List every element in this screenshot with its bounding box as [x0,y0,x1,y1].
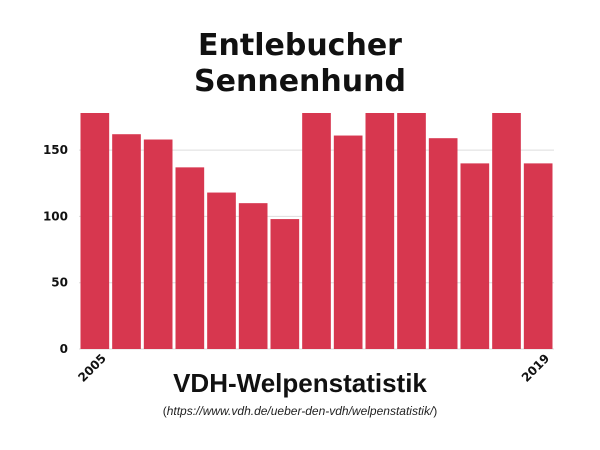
y-tick-label-50: 50 [51,276,68,290]
bar-2006 [112,134,141,349]
bar-2009 [207,192,236,349]
bar-2007 [143,139,173,349]
chart-title-line-2: Sennenhund [194,64,406,99]
bar-2010 [238,203,268,349]
chart-title: Entlebucher Sennenhund [0,28,600,100]
source-paren-open: ( [162,404,167,418]
bar-2005 [80,113,110,349]
chart-title-line-1: Entlebucher [198,28,402,63]
y-tick-label-150: 150 [43,143,68,157]
bar-2012 [302,113,331,349]
bars [80,113,553,349]
bar-2017 [460,163,490,349]
source-citation: (https://www.vdh.de/ueber-den-vdh/welpen… [0,404,600,418]
bar-2015 [397,113,426,349]
bar-2013 [333,135,363,349]
y-tick-label-100: 100 [43,209,68,223]
y-axis-ticks: 0 50 100 150 [43,143,68,356]
bar-2008 [175,167,205,349]
bar-2016 [428,138,458,349]
bar-2014 [365,113,395,349]
bar-2018 [492,113,521,349]
bar-2011 [270,219,300,349]
source-paren-close: ) [433,404,438,418]
source-title: VDH-Welpenstatistik [173,368,427,398]
bar-2019 [523,163,553,349]
y-tick-label-0: 0 [60,342,68,356]
source-url-link[interactable]: https://www.vdh.de/ueber-den-vdh/welpens… [166,404,434,418]
